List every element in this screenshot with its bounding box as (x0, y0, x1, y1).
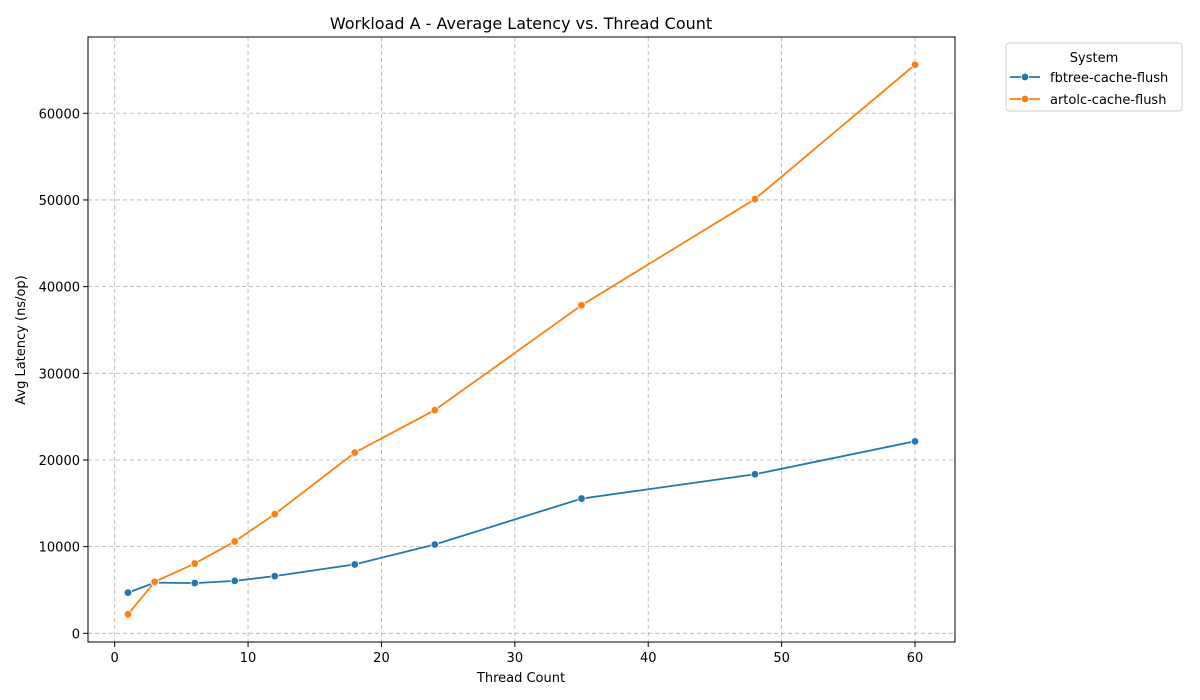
legend: System fbtree-cache-flush artolc-cache-fl… (1005, 42, 1183, 112)
x-tick-label: 40 (640, 651, 657, 666)
x-tick-label: 10 (240, 651, 257, 666)
data-point-fbtree-cache-flush (230, 576, 239, 586)
data-point-artolc-cache-flush (577, 301, 586, 310)
x-axis-label: Thread Count (476, 671, 565, 686)
x-tick-label: 50 (773, 651, 790, 666)
data-point-fbtree-cache-flush (430, 540, 439, 549)
y-tick-label: 50000 (39, 194, 80, 209)
data-point-artolc-cache-flush (150, 577, 159, 586)
legend-marker (1020, 72, 1030, 82)
data-point-artolc-cache-flush (270, 509, 279, 519)
grid (88, 37, 955, 642)
y-tick-label: 30000 (39, 367, 80, 382)
x-tick-label: 20 (373, 651, 390, 666)
x-tick-label: 60 (907, 651, 924, 666)
y-axis-label: Avg Latency (ns/op) (14, 275, 29, 404)
y-tick-label: 20000 (39, 454, 80, 469)
data-point-artolc-cache-flush (430, 405, 439, 415)
legend-title: System (1070, 51, 1118, 66)
legend-entry-label: artolc-cache-flush (1050, 93, 1166, 108)
data-point-artolc-cache-flush (123, 610, 133, 619)
data-point-fbtree-cache-flush (190, 578, 199, 588)
axis-ticks: 0 10 20 30 40 50 60 0 10000 20000 30000 40000 50000 6… (39, 107, 924, 666)
y-tick-label: 60000 (39, 107, 80, 122)
x-tick-label: 0 (111, 651, 119, 666)
data-point-artolc-cache-flush (230, 537, 239, 546)
legend-marker (1020, 94, 1030, 104)
data-point-fbtree-cache-flush (270, 571, 279, 581)
data-point-fbtree-cache-flush (350, 560, 359, 569)
legend-entry-label: fbtree-cache-flush (1050, 71, 1168, 86)
data-point-artolc-cache-flush (350, 448, 359, 457)
x-tick-label: 30 (507, 651, 524, 666)
data-point-fbtree-cache-flush (910, 437, 920, 446)
data-point-artolc-cache-flush (910, 60, 920, 69)
data-point-fbtree-cache-flush (577, 494, 586, 503)
y-tick-label: 10000 (39, 541, 80, 556)
plot-frame (87, 36, 956, 643)
series-line-fbtree-cache-flush (127, 440, 916, 594)
series-line-artolc-cache-flush (127, 64, 916, 615)
data-point-fbtree-cache-flush (750, 470, 760, 479)
plot-series (123, 60, 920, 619)
y-tick-label: 0 (72, 627, 80, 642)
data-point-fbtree-cache-flush (123, 588, 133, 597)
data-point-artolc-cache-flush (750, 194, 760, 204)
data-point-artolc-cache-flush (190, 559, 199, 568)
chart-title: Workload A - Average Latency vs. Thread … (330, 14, 712, 33)
legend-frame (1005, 42, 1183, 112)
y-tick-label: 40000 (39, 281, 80, 296)
